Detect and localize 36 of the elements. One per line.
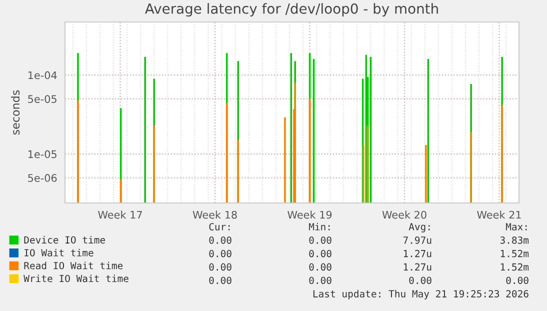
legend-label: Device IO time — [24, 236, 105, 244]
text: 0.00 — [309, 263, 332, 271]
text: 0.00 — [209, 250, 232, 258]
y-tick-label: 5e-06 — [28, 174, 57, 182]
y-tick-label: 5e-05 — [28, 95, 56, 103]
x-tick-label: Week 19 — [288, 210, 332, 219]
text: Cur: — [209, 223, 230, 230]
text: 0.00 — [309, 276, 332, 284]
x-tick-label: Week 17 — [98, 210, 142, 219]
x-tick-label: Week 21 — [477, 210, 521, 219]
chart-title: Average latency for /dev/loop0 - by month — [145, 3, 438, 17]
text: 1.52m — [500, 250, 529, 258]
text: 0.00 — [309, 236, 332, 244]
legend-label: Write IO Wait time — [24, 274, 128, 282]
legend-label: IO Wait time — [24, 248, 94, 256]
y-tick-label: 1e-04 — [28, 71, 57, 80]
legend-label: Read IO Wait time — [24, 262, 123, 270]
text: 0.00 — [309, 250, 332, 258]
text: 0.00 — [209, 236, 232, 244]
y-tick-label: 1e-05 — [28, 150, 56, 158]
text: 1.27u — [404, 263, 432, 271]
text: 0.00 — [409, 276, 432, 284]
text: 0.00 — [209, 263, 232, 271]
text: 0.00 — [506, 276, 528, 284]
text: Min: — [308, 222, 330, 230]
text: 1.27u — [404, 250, 432, 258]
text: 0.00 — [209, 276, 232, 284]
text: 1.52m — [500, 263, 529, 271]
text: 3.83m — [500, 236, 529, 244]
text: 7.97u — [403, 236, 432, 244]
y-axis-title: seconds — [11, 90, 20, 135]
text: Last update: Thu May 21 19:25:23 2026 — [313, 290, 528, 300]
text: Max: — [506, 223, 527, 230]
x-tick-label: Week 20 — [382, 210, 426, 219]
text: Avg: — [408, 223, 430, 232]
x-tick-label: Week 18 — [192, 210, 237, 219]
